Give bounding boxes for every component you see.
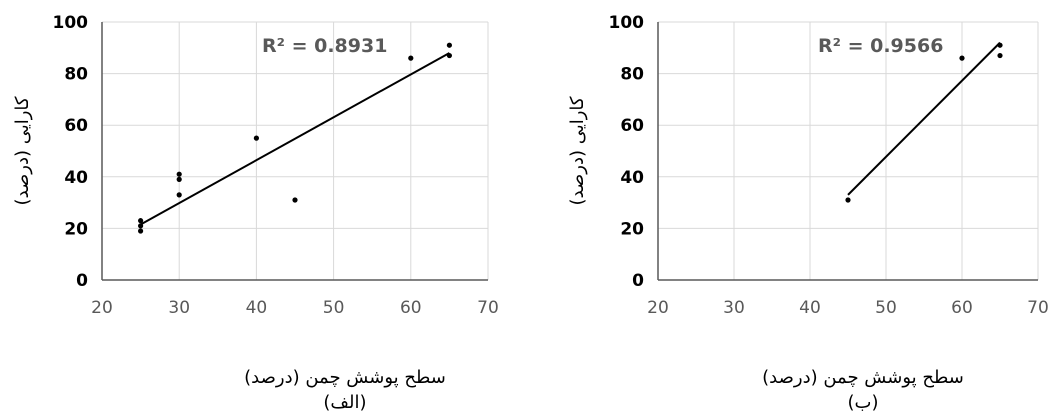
chart-a-y-tick-label: 100 (53, 13, 89, 33)
chart-b-data-point (845, 197, 851, 203)
chart-a-y-tick-label: 80 (64, 65, 88, 85)
chart-a-data-point (138, 228, 144, 234)
chart-a-data-point (138, 218, 144, 224)
chart-b-data-point (997, 42, 1003, 48)
chart-a-x-tick-label: 40 (246, 298, 268, 318)
chart-b-x-tick-label: 40 (799, 298, 821, 318)
chart-b-y-tick-label: 0 (632, 271, 644, 291)
chart-b-r2-label: R² = 0.9566 (818, 35, 943, 57)
chart-b-y-tick-label: 20 (620, 219, 644, 239)
chart-b: 20 30 40 50 60 70 0 20 40 60 80 100 R² = 0.9566 کارای… (528, 0, 1056, 416)
chart-a-x-tick-label: 70 (477, 298, 499, 318)
chart-b-x-tick-label: 20 (647, 298, 669, 318)
chart-a-x-tick-label: 60 (400, 298, 422, 318)
chart-b-x-tick-label: 50 (875, 298, 897, 318)
chart-a-y-tick-label: 40 (64, 168, 88, 188)
chart-b-x-axis-label: سطح پوشش چمن (درصد) (762, 367, 964, 388)
chart-b-x-tick-label: 30 (723, 298, 745, 318)
chart-b-x-tick-label: 60 (951, 298, 973, 318)
chart-a-x-tick-label: 20 (91, 298, 113, 318)
chart-a-data-point (138, 223, 144, 229)
chart-a-trendline (140, 52, 450, 226)
chart-b-y-tick-label: 60 (620, 116, 644, 136)
chart-a-r2-label: R² = 0.8931 (262, 35, 387, 57)
chart-a-y-tick-label: 20 (64, 219, 88, 239)
chart-a-y-axis-label: کارایی (درصد) (12, 96, 33, 205)
chart-b-data-point (959, 55, 965, 61)
chart-a-y-tick-label: 60 (64, 116, 88, 136)
chart-a-caption: (الف) (323, 392, 366, 413)
chart-a-x-axis-label: سطح پوشش چمن (درصد) (244, 367, 446, 388)
chart-a-y-tick-label: 0 (76, 271, 88, 291)
chart-b-y-tick-label: 100 (609, 13, 645, 33)
chart-b-caption: (ب) (848, 392, 879, 413)
chart-a: 20 30 40 50 60 70 0 20 40 60 80 100 R² = 0.8931 کارای… (12, 13, 499, 413)
chart-b-y-tick-label: 80 (620, 65, 644, 85)
chart-a-data-point (253, 135, 259, 141)
chart-a-data-point (292, 197, 298, 203)
chart-a-x-tick-label: 50 (323, 298, 345, 318)
chart-b-x-tick-label: 70 (1027, 298, 1049, 318)
chart-b-y-axis-label: کارایی (درصد) (567, 96, 588, 205)
chart-a-x-tick-label: 30 (168, 298, 190, 318)
chart-b-y-tick-label: 40 (620, 168, 644, 188)
chart-b-trendline (847, 41, 1001, 196)
chart-a-data-point (176, 192, 182, 198)
chart-a-data-point (176, 176, 182, 182)
chart-a-data-point (408, 55, 414, 61)
chart-a-data-point (446, 52, 452, 59)
chart-b-data-point (997, 52, 1003, 59)
chart-a-data-point (176, 171, 182, 177)
chart-a-data-point (446, 42, 452, 48)
